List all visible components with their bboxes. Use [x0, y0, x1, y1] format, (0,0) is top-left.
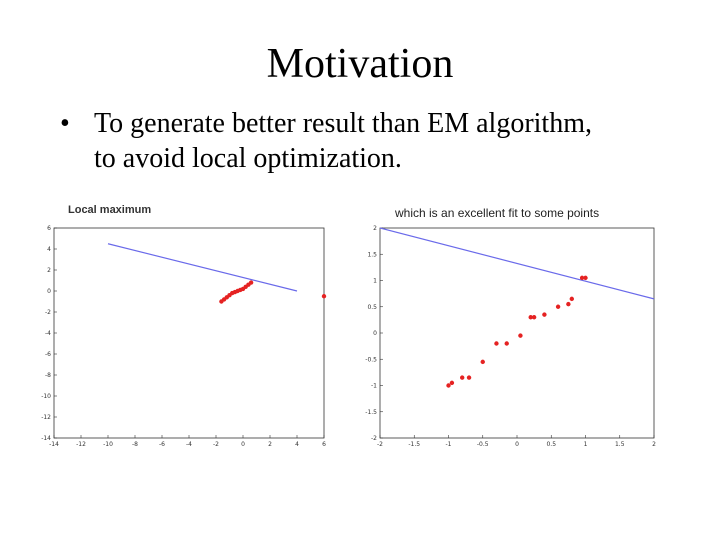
left-plot-y-tick-label: -2 — [45, 309, 51, 316]
bullet-item: • To generate better result than EM algo… — [60, 106, 680, 176]
right-plot-y-tick-label: -1.5 — [365, 409, 377, 416]
left-scatter-plot: -14 -12 -10 -8 -6 -4 -2 0 2 4 6 6 4 2 0 -2 -4 -6 -8 -10 -12 -… — [41, 225, 327, 448]
right-plot-x-tick-label: 0 — [515, 441, 519, 448]
left-plot-y-tick-label: 6 — [47, 225, 51, 232]
right-plot-y-tick-label: 2 — [373, 225, 377, 232]
bullet-text: To generate better result than EM algori… — [94, 106, 680, 176]
left-plot-x-tick-label: -10 — [103, 441, 113, 448]
right-plot-x-tick-label: -1 — [446, 441, 452, 448]
right-plot-data-point — [494, 341, 499, 346]
left-plot-y-tick-label: -4 — [45, 330, 51, 337]
right-plot-data-point — [460, 375, 465, 380]
right-plot-y-tick-label: -1 — [371, 383, 377, 390]
left-plot-x-tick-label: 2 — [268, 441, 272, 448]
left-plot-x-tick-label: -2 — [213, 441, 219, 448]
right-plot-x-tick-label: 0.5 — [546, 441, 556, 448]
right-plot-y-tick-label: 0.5 — [367, 304, 377, 311]
left-plot-y-tick-label: 0 — [47, 288, 51, 295]
right-plot-data-point — [542, 312, 547, 317]
right-plot-fit-line — [379, 227, 655, 300]
right-plot-data-point — [579, 275, 585, 281]
right-plot-data-point — [446, 383, 451, 388]
right-plot-data-point — [466, 375, 472, 380]
left-plot-x-tick-label: -4 — [186, 441, 192, 448]
left-plot-fit-line — [107, 243, 298, 292]
bullet-line-1: To generate better result than EM algori… — [94, 108, 592, 139]
left-plot-x-tick-label: -6 — [159, 441, 165, 448]
left-plot-y-tick-label: -12 — [41, 414, 51, 421]
right-plot-data-point — [569, 296, 574, 302]
left-plot-x-tick-label: -8 — [132, 441, 138, 448]
bullet-line-2: to avoid local optimization. — [94, 143, 402, 174]
right-plot-data-point — [531, 315, 537, 320]
right-plot-y-tick-label: 1.5 — [367, 251, 377, 258]
right-plot-y-tick-label: -0.5 — [365, 356, 377, 363]
right-plot-data-point — [555, 304, 561, 309]
right-plot-y-tick-label: 0 — [373, 330, 377, 337]
right-scatter-plot: -2 -1.5 -1 -0.5 0 0.5 1 1.5 2 2 1.5 1 0.5 0 -0.5 -1 -1.5… — [365, 225, 656, 448]
left-plot-data-point — [248, 280, 254, 285]
left-plot-x-tick-label: 6 — [322, 441, 326, 448]
slide-title: Motivation — [266, 41, 454, 87]
right-plot-x-tick-label: -2 — [377, 441, 383, 448]
left-plot-data-point — [321, 294, 327, 299]
left-plot-y-tick-label: 2 — [47, 267, 51, 274]
right-plot-data-point — [504, 341, 509, 346]
left-plot-y-tick-label: -14 — [41, 435, 51, 442]
right-plot-x-tick-label: 1.5 — [615, 441, 625, 448]
left-plot-y-tick-label: -10 — [41, 393, 51, 400]
left-plot-x-tick-label: 4 — [295, 441, 299, 448]
right-plot-y-tick-label: -2 — [371, 435, 377, 442]
left-plot-x-tick-label: -14 — [49, 441, 59, 448]
right-plot-data-point — [480, 359, 485, 365]
right-plot-data-point — [566, 301, 571, 307]
right-plot-x-tick-label: -0.5 — [477, 441, 489, 448]
left-plot-y-tick-label: 4 — [47, 246, 51, 253]
left-plot-y-tick-label: -8 — [45, 372, 51, 379]
right-plot-x-tick-label: -1.5 — [408, 441, 420, 448]
left-plot-title: Local maximum — [68, 204, 152, 216]
left-plot-y-tick-label: -6 — [45, 351, 51, 358]
left-plot-x-tick-label: 0 — [241, 441, 245, 448]
left-plot-x-tick-label: -12 — [76, 441, 86, 448]
right-plot-x-tick-label: 1 — [584, 441, 588, 448]
right-plot-x-tick-label: 2 — [652, 441, 656, 448]
right-plot-data-point — [583, 275, 588, 281]
right-plot-data-point — [528, 315, 533, 320]
right-plot-title: which is an excellent fit to some points — [395, 206, 600, 220]
left-plot-axes-frame — [53, 227, 325, 439]
right-plot-data-point — [449, 380, 455, 386]
bullet-symbol: • — [60, 108, 70, 139]
right-plot-data-point — [518, 333, 523, 338]
right-plot-axes-frame — [379, 227, 655, 439]
right-plot-y-tick-label: 1 — [373, 278, 377, 285]
